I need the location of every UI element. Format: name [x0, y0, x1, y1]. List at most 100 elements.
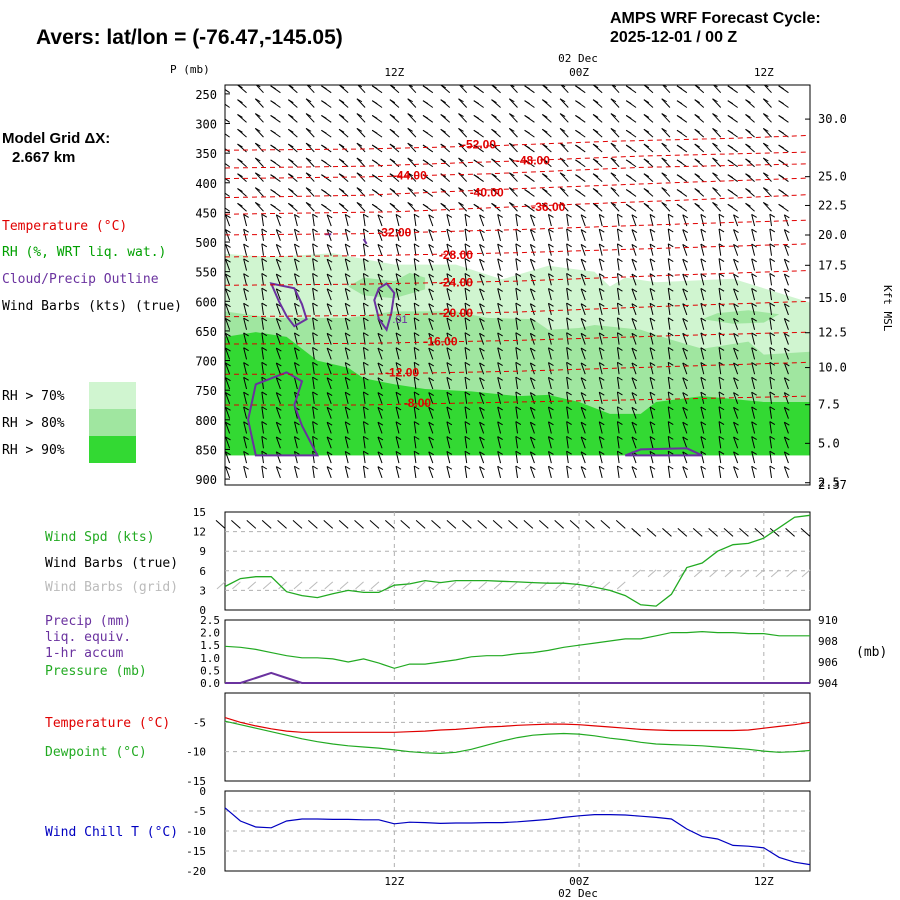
wind-barb-staff — [616, 258, 620, 271]
wind-barb-staff — [547, 214, 552, 227]
wind-barb-staff — [733, 303, 739, 316]
wind-barb-flag — [321, 203, 327, 208]
wind-barb-staff — [769, 273, 773, 286]
wind-barb-flag — [610, 142, 617, 147]
wind-barb-flag — [446, 436, 453, 441]
wind-barb-flag — [515, 272, 522, 277]
wind-barb — [407, 157, 417, 168]
wind-barb-flag — [395, 391, 402, 396]
cloud-outline — [624, 447, 703, 457]
wind-barb-staff — [362, 214, 366, 227]
wind-barb — [287, 128, 298, 138]
wind-barb-staff — [580, 362, 586, 375]
wind-barb — [778, 159, 789, 168]
wind-barb-flag — [294, 436, 300, 441]
wind-barb-flag — [676, 189, 683, 193]
wind-barb-staff — [508, 98, 518, 108]
wind-barb-staff — [515, 421, 518, 434]
wind-barb — [541, 188, 552, 197]
wind-barb-staff — [580, 214, 586, 227]
wind-barb-staff — [783, 273, 789, 286]
wind-barb — [751, 273, 757, 286]
wind-barb — [407, 142, 417, 153]
cross-section-frame — [224, 84, 811, 486]
wind-barb-staff — [395, 421, 400, 434]
wind-barb — [243, 362, 249, 375]
wind-barb-flag — [225, 273, 231, 278]
wind-barb-staff — [682, 421, 688, 434]
wind-barb-flag — [712, 113, 718, 117]
wind-barb-staff — [559, 113, 569, 123]
wind-barb — [751, 213, 757, 227]
wind-barb-flag — [778, 100, 784, 105]
wind-barb-flag — [491, 114, 497, 118]
wind-barb-staff — [769, 258, 773, 271]
wind-barb-flag — [649, 376, 656, 381]
wind-barb — [428, 406, 434, 419]
wind-barb-staff — [769, 317, 773, 330]
wind-barb-flag — [700, 421, 707, 426]
wind-barb-staff — [275, 377, 281, 390]
wind-barb-flag — [599, 228, 605, 233]
wind-barb-staff — [547, 332, 552, 345]
wind-barb-staff — [428, 318, 434, 330]
wind-barb — [362, 391, 369, 404]
wind-barb-flag — [649, 347, 656, 352]
wind-barb-staff — [362, 406, 366, 419]
legend-rh70-label: RH > 70% — [2, 389, 65, 404]
wind-barb-staff — [413, 465, 417, 478]
wind-barb-staff — [566, 406, 569, 419]
wind-barb — [682, 406, 688, 419]
wind-barb — [270, 129, 281, 138]
wind-barb — [479, 406, 485, 419]
wind-barb — [479, 318, 485, 330]
wind-barb-staff — [428, 244, 434, 256]
wind-barb-staff — [700, 273, 705, 286]
wind-barb — [733, 288, 739, 301]
wind-barb-flag — [763, 113, 769, 117]
wind-barb — [395, 213, 402, 227]
wind-barb — [580, 377, 587, 390]
wind-barb-staff — [497, 406, 502, 419]
wind-barb-staff — [649, 332, 654, 345]
wind-barb-staff — [479, 466, 485, 479]
wind-barb-flag — [694, 173, 700, 178]
wind-barb-flag — [276, 258, 282, 263]
wind-barb — [598, 436, 605, 449]
wind-barb — [321, 85, 332, 94]
wind-barb-flag — [395, 436, 402, 441]
wind-barb — [344, 213, 351, 227]
wind-barb — [261, 272, 268, 286]
wind-barb — [446, 332, 453, 345]
wind-barb — [287, 158, 298, 168]
wind-barb — [422, 144, 434, 153]
wind-barb-flag — [276, 436, 282, 441]
wind-barb-flag — [530, 421, 536, 426]
wind-barb-flag — [649, 273, 656, 278]
wind-barb — [491, 99, 501, 108]
wind-barb-staff — [661, 202, 671, 212]
wind-barb — [377, 377, 384, 390]
wind-barb-staff — [312, 332, 315, 345]
wind-barb-flag — [243, 451, 249, 455]
wind-barb-staff — [497, 347, 502, 360]
wind-barb-flag — [270, 100, 276, 105]
wind-barb — [362, 376, 369, 390]
wind-barb — [682, 273, 688, 286]
wind-barb — [649, 243, 656, 256]
wind-barb-staff — [598, 229, 603, 241]
wind-barb — [312, 272, 318, 286]
wind-barb-grid — [462, 581, 472, 590]
wind-barb-flag — [542, 128, 548, 133]
wind-barb-staff — [547, 377, 552, 390]
wind-barb — [649, 347, 656, 360]
wind-barb-flag — [276, 466, 282, 471]
wind-barb — [529, 243, 536, 256]
wind-barb — [515, 317, 522, 330]
wind-barb-flag — [491, 188, 497, 192]
wind-barb-staff — [566, 288, 569, 301]
wind-barb-staff — [243, 421, 248, 434]
wind-barb — [718, 465, 725, 478]
wind-barb-staff — [377, 362, 383, 375]
